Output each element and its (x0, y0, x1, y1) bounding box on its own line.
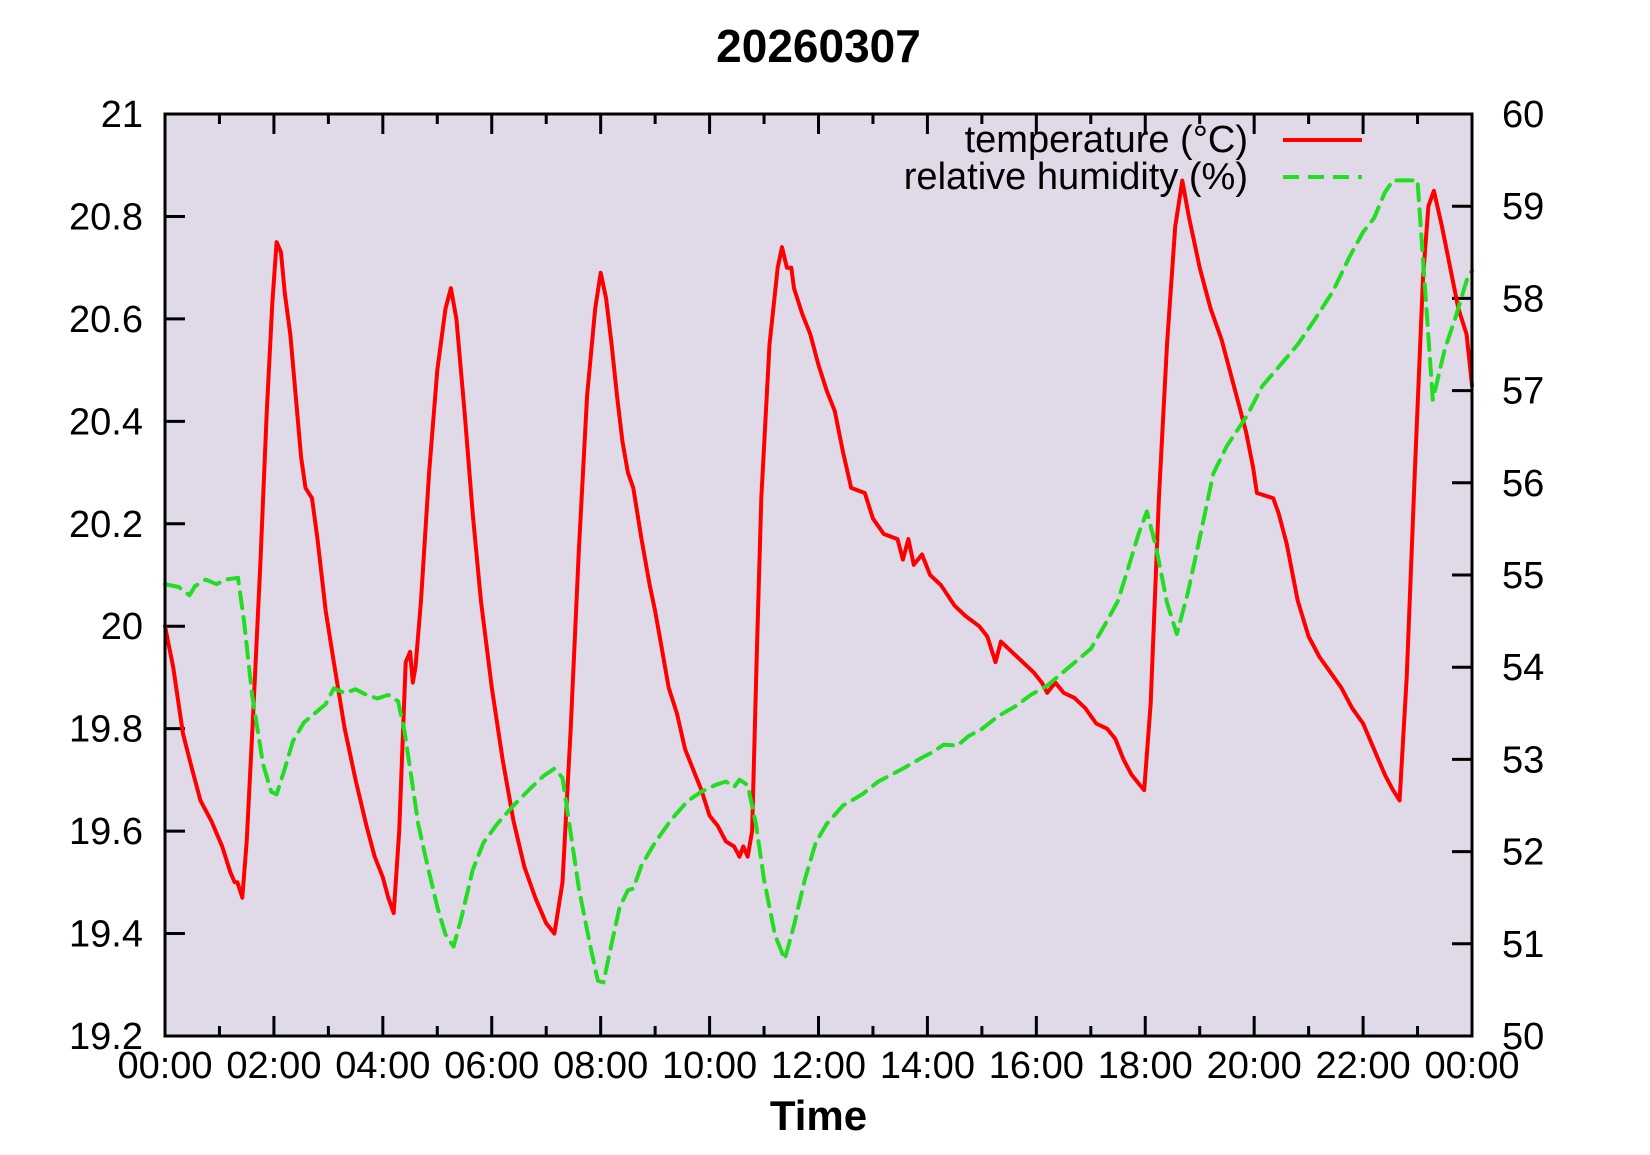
legend-humidity-label: relative humidity (%) (904, 156, 1248, 198)
y-right-tick-label: 50 (1502, 1016, 1544, 1058)
y-left-tick-label: 19.8 (69, 709, 143, 751)
y-left-tick-label: 20 (101, 606, 143, 648)
data-series (163, 178, 1474, 985)
y-left-tick-label: 21 (101, 94, 143, 136)
humidity-line (163, 178, 1474, 985)
y-left-tick-label: 20.6 (69, 299, 143, 341)
y-left-tick-label: 20.4 (69, 401, 143, 443)
y-right-tick-label: 54 (1502, 647, 1544, 689)
plot-area-background (165, 114, 1472, 1036)
y-right-tick-label: 51 (1502, 924, 1544, 966)
y-left-tick-label: 19.2 (69, 1016, 143, 1058)
y-right-tick-label: 59 (1502, 186, 1544, 228)
y-right-tick-label: 56 (1502, 463, 1544, 505)
x-tick-label: 02:00 (226, 1045, 321, 1087)
x-tick-label: 14:00 (880, 1045, 975, 1087)
x-tick-label: 08:00 (553, 1045, 648, 1087)
x-tick-label: 04:00 (335, 1045, 430, 1087)
x-axis-title: Time (770, 1092, 867, 1139)
chart-title: 20260307 (716, 20, 921, 72)
x-tick-label: 22:00 (1316, 1045, 1411, 1087)
y-left-tick-label: 20.8 (69, 196, 143, 238)
plot-frame (163, 112, 1474, 1038)
x-tick-label: 18:00 (1098, 1045, 1193, 1087)
temperature-line (163, 178, 1474, 936)
x-tick-label: 06:00 (444, 1045, 539, 1087)
y-left-tick-label: 19.4 (69, 914, 143, 956)
y-right-tick-label: 52 (1502, 832, 1544, 874)
x-tick-label: 10:00 (662, 1045, 757, 1087)
y-right-tick-label: 55 (1502, 555, 1544, 597)
x-tick-label: 00:00 (117, 1045, 212, 1087)
y-left-tick-label: 20.2 (69, 504, 143, 546)
y-right-tick-label: 57 (1502, 371, 1544, 413)
legend: temperature (°C) relative humidity (%) (904, 119, 1362, 198)
y-right-tick-label: 60 (1502, 94, 1544, 136)
axis-tick-labels: 00:00 02:00 04:00 06:00 08:00 10:00 12:00 14:00… (69, 94, 1544, 1087)
x-tick-label: 16:00 (989, 1045, 1084, 1087)
y-right-tick-label: 53 (1502, 739, 1544, 781)
y-right-tick-label: 58 (1502, 278, 1544, 320)
x-tick-label: 20:00 (1207, 1045, 1302, 1087)
x-tick-label: 00:00 (1424, 1045, 1519, 1087)
y-left-tick-label: 19.6 (69, 811, 143, 853)
x-tick-label: 12:00 (771, 1045, 866, 1087)
legend-temperature-label: temperature (°C) (965, 119, 1248, 161)
